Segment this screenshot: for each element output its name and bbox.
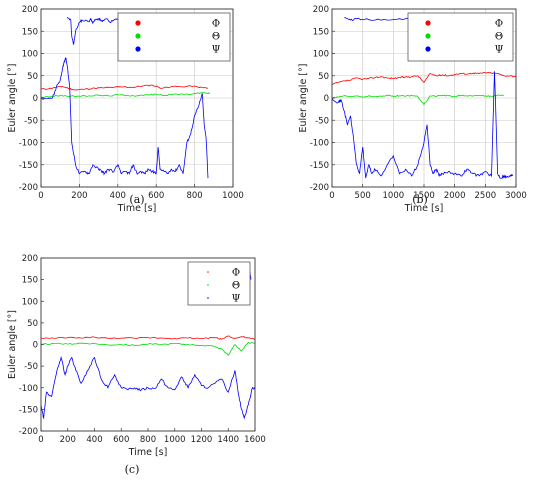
y-tick-label: -100 bbox=[310, 139, 329, 149]
legend-marker bbox=[135, 46, 141, 52]
y-tick-label: -100 bbox=[19, 139, 38, 149]
y-tick-label: -150 bbox=[19, 161, 38, 171]
legend-label: Φ bbox=[495, 19, 503, 30]
x-tick-label: 600 bbox=[148, 191, 164, 201]
x-tick-label: 500 bbox=[355, 191, 371, 201]
legend-marker bbox=[135, 20, 141, 26]
series-line-theta bbox=[332, 94, 504, 106]
y-tick-label: 0 bbox=[33, 94, 38, 104]
x-tick-label: 400 bbox=[110, 191, 126, 201]
y-tick-label: 150 bbox=[22, 276, 38, 286]
panel-c: 0 200 400 600 800 1000 1200 1400 1600 200 150 100 50… bbox=[7, 254, 266, 476]
y-tick-label: -50 bbox=[24, 362, 38, 372]
x-tick-label: 1400 bbox=[217, 435, 239, 445]
x-tick-label: 1600 bbox=[244, 435, 266, 445]
legend-marker bbox=[207, 284, 209, 286]
y-tick-label: 200 bbox=[22, 5, 38, 15]
panel-label: (a) bbox=[129, 193, 144, 206]
x-tick-label: 200 bbox=[60, 435, 76, 445]
y-tick-label: -150 bbox=[310, 161, 329, 171]
x-tick-label: 800 bbox=[140, 435, 156, 445]
legend-label: Θ bbox=[212, 32, 220, 43]
y-axis-label: Euler angle [°] bbox=[7, 64, 18, 133]
x-tick-label: 600 bbox=[113, 435, 129, 445]
series-line-phi bbox=[41, 335, 255, 340]
legend-label: Φ bbox=[232, 268, 240, 279]
legend-label: Ψ bbox=[495, 45, 504, 56]
legend-marker bbox=[425, 46, 431, 52]
legend-marker bbox=[207, 271, 209, 273]
legend-label: Ψ bbox=[232, 294, 241, 305]
panel-a: 0 200 400 600 800 1000 200 150 100 50 0 -50 -100 -150… bbox=[7, 5, 244, 214]
series-line-psi bbox=[41, 355, 255, 420]
y-tick-label: -200 bbox=[19, 427, 38, 437]
y-tick-label: -200 bbox=[310, 183, 329, 193]
x-tick-label: 200 bbox=[71, 191, 87, 201]
y-tick-label: 200 bbox=[22, 254, 38, 264]
legend-marker bbox=[135, 33, 141, 39]
y-tick-label: 100 bbox=[22, 50, 38, 60]
x-axis-label: Time [s] bbox=[117, 203, 157, 214]
y-axis-label: Euler angle [°] bbox=[7, 310, 18, 379]
y-tick-label: 0 bbox=[324, 94, 329, 104]
y-tick-label: 100 bbox=[22, 297, 38, 307]
y-tick-label: 150 bbox=[22, 27, 38, 37]
x-tick-label: 1000 bbox=[222, 191, 244, 201]
panel-label: (b) bbox=[412, 193, 428, 206]
series-line-psi bbox=[41, 56, 209, 179]
x-tick-label: 0 bbox=[38, 191, 43, 201]
legend-label: Θ bbox=[495, 32, 503, 43]
legend-label: Φ bbox=[212, 19, 220, 30]
y-tick-label: 0 bbox=[33, 341, 38, 351]
y-axis-label: Euler angle [°] bbox=[298, 64, 309, 133]
legend-box bbox=[187, 261, 251, 306]
legend-marker bbox=[425, 33, 431, 39]
y-tick-label: 50 bbox=[27, 72, 38, 82]
x-tick-label: 1000 bbox=[164, 435, 186, 445]
series-line-phi bbox=[332, 71, 516, 85]
series-line-psi bbox=[332, 71, 514, 180]
x-tick-label: 3000 bbox=[505, 191, 527, 201]
x-tick-label: 1000 bbox=[383, 191, 405, 201]
y-tick-label: 50 bbox=[318, 72, 329, 82]
x-tick-label: 2000 bbox=[444, 191, 466, 201]
y-tick-label: -150 bbox=[19, 405, 38, 415]
legend-label: Ψ bbox=[212, 45, 221, 56]
x-tick-label: 0 bbox=[38, 435, 43, 445]
x-tick-label: 1500 bbox=[413, 191, 435, 201]
series-line-theta bbox=[41, 341, 255, 356]
x-tick-label: 400 bbox=[86, 435, 102, 445]
y-tick-label: -50 bbox=[24, 116, 38, 126]
series-line-theta bbox=[41, 92, 211, 98]
x-tick-label: 2500 bbox=[475, 191, 497, 201]
legend-marker bbox=[425, 20, 431, 26]
panel-b: 0 500 1000 1500 2000 2500 3000200150100500-50-… bbox=[298, 5, 527, 214]
x-tick-label: 800 bbox=[186, 191, 202, 201]
x-tick-label: 1200 bbox=[191, 435, 213, 445]
y-tick-label: 150 bbox=[313, 27, 329, 37]
legend-label: Θ bbox=[232, 281, 240, 292]
legend-marker bbox=[207, 297, 209, 299]
panel-label: (c) bbox=[125, 463, 140, 476]
legend-box bbox=[407, 12, 514, 62]
y-tick-label: -200 bbox=[19, 183, 38, 193]
series-line-phi bbox=[41, 84, 209, 91]
x-tick-label: 0 bbox=[329, 191, 334, 201]
y-tick-label: 50 bbox=[27, 319, 38, 329]
y-tick-label: 200 bbox=[313, 5, 329, 15]
y-tick-label: -50 bbox=[315, 116, 329, 126]
y-tick-label: 100 bbox=[313, 50, 329, 60]
x-axis-label: Time [s] bbox=[128, 447, 168, 458]
x-axis-label: Time [s] bbox=[404, 203, 444, 214]
y-tick-label: -100 bbox=[19, 384, 38, 394]
